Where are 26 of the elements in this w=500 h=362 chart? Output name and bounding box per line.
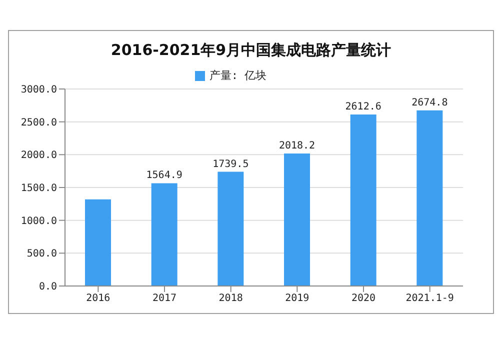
bar xyxy=(85,199,111,286)
y-tick-label: 500.0 xyxy=(26,248,57,260)
x-tick-label: 2019 xyxy=(285,293,310,304)
bar xyxy=(416,110,443,286)
y-tick-label: 1500.0 xyxy=(20,183,57,194)
data-label: 2612.6 xyxy=(345,101,382,112)
bar xyxy=(350,114,376,286)
data-label: 1739.5 xyxy=(212,158,249,170)
legend-label: 产量: 亿块 xyxy=(209,69,267,82)
y-tick-label: 2000.0 xyxy=(20,150,57,162)
y-tick-label: 2500.0 xyxy=(20,117,57,128)
y-tick-label: 3000.0 xyxy=(20,84,57,96)
bar xyxy=(151,183,178,286)
chart-title: 2016-2021年9月中国集成电路产量统计 xyxy=(110,41,392,60)
bar xyxy=(284,153,310,286)
x-tick-label: 2017 xyxy=(152,293,177,304)
x-tick-label: 2018 xyxy=(218,293,243,304)
bar xyxy=(218,172,244,286)
x-tick-label: 2016 xyxy=(86,293,110,304)
data-label: 2018.2 xyxy=(278,140,316,152)
y-tick-label: 0.0 xyxy=(38,282,57,293)
data-label: 1564.9 xyxy=(146,170,182,182)
x-tick-label: 2021.1-9 xyxy=(406,293,454,304)
data-label: 2674.8 xyxy=(412,97,448,108)
y-tick-label: 1000.0 xyxy=(20,216,57,227)
x-tick-label: 2020 xyxy=(351,293,376,304)
